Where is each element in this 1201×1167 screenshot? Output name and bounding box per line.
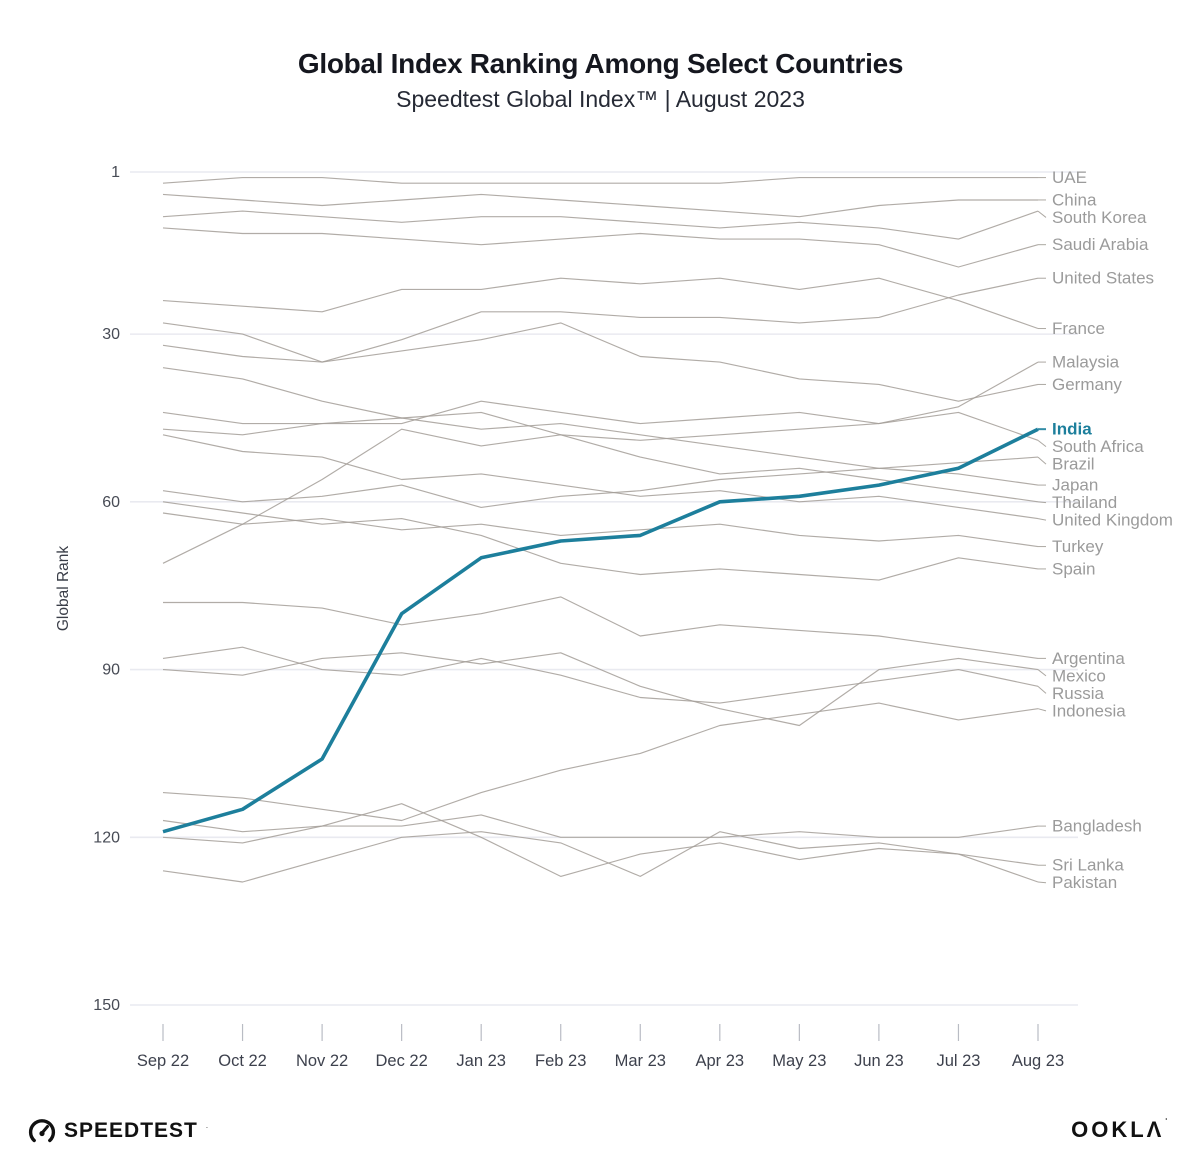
x-tick-label-0: Sep 22: [137, 1052, 189, 1070]
series-line-sri-lanka: [162, 803, 1039, 877]
label-leader-indonesia: [1037, 708, 1047, 712]
series-label-indonesia: Indonesia: [1052, 701, 1126, 720]
label-leader-pakistan: [1037, 881, 1047, 884]
ookla-tick-mark: ˈ: [1164, 1117, 1171, 1129]
y-tick-label-150: 150: [93, 997, 120, 1014]
x-tick-label-5: Feb 23: [535, 1052, 586, 1070]
x-tick-label-9: Jun 23: [854, 1052, 904, 1070]
label-leader-south-korea: [1037, 210, 1047, 218]
series-line-china: [162, 193, 1038, 218]
series-label-bangladesh: Bangladesh: [1052, 817, 1142, 836]
x-tick-label-8: May 23: [772, 1052, 826, 1070]
series-label-uae: UAE: [1052, 168, 1087, 187]
x-tick-label-4: Jan 23: [456, 1052, 506, 1070]
series-label-pakistan: Pakistan: [1052, 873, 1117, 892]
x-tick-label-10: Jul 23: [936, 1052, 980, 1070]
series-line-malaysia: [162, 361, 1039, 425]
label-leader-mexico: [1037, 669, 1047, 677]
series-label-south-africa: South Africa: [1052, 437, 1144, 456]
label-leader-thailand: [1037, 501, 1047, 504]
label-leader-brazil: [1037, 456, 1047, 465]
series-label-malaysia: Malaysia: [1052, 353, 1120, 372]
speedtest-tm-mark: ˙: [205, 1126, 209, 1136]
series-label-south-korea: South Korea: [1052, 208, 1147, 227]
series-line-france: [162, 277, 1039, 330]
series-line-india: [162, 427, 1039, 834]
series-label-japan: Japan: [1052, 476, 1098, 495]
series-line-mexico: [162, 652, 1039, 727]
x-tick-label-11: Aug 23: [1012, 1052, 1064, 1070]
series-line-saudi-arabia: [162, 227, 1039, 268]
series-line-argentina: [163, 596, 1039, 659]
series-line-bangladesh: [162, 814, 1039, 844]
x-tick-label-2: Nov 22: [296, 1052, 348, 1070]
series-label-france: France: [1052, 319, 1105, 338]
series-label-russia: Russia: [1052, 684, 1105, 703]
series-label-united-kingdom: United Kingdom: [1052, 511, 1173, 530]
series-line-japan: [162, 417, 1039, 486]
series-line-south-korea: [162, 210, 1039, 240]
label-leader-united-kingdom: [1037, 518, 1047, 521]
label-leader-south-africa: [1037, 439, 1047, 448]
x-tick-label-3: Dec 22: [375, 1052, 427, 1070]
series-label-united-states: United States: [1052, 269, 1154, 288]
series-line-spain: [162, 501, 1039, 581]
y-tick-label-1: 1: [111, 164, 120, 181]
series-line-brazil: [162, 456, 1039, 508]
series-label-china: China: [1052, 190, 1097, 209]
series-line-united-kingdom: [162, 434, 1039, 520]
series-line-turkey: [162, 512, 1039, 548]
series-line-indonesia: [162, 702, 1039, 822]
series-label-germany: Germany: [1052, 375, 1122, 394]
series-label-mexico: Mexico: [1052, 666, 1106, 685]
chart-header: Global Index Ranking Among Select Countr…: [0, 48, 1201, 113]
x-tick-label-7: Apr 23: [696, 1052, 745, 1070]
label-leader-russia: [1037, 685, 1047, 694]
series-line-thailand: [162, 367, 1039, 503]
series-line-pakistan: [162, 831, 1039, 883]
ookla-logo: OOKLΛˈ: [1071, 1117, 1171, 1143]
page-subtitle: Speedtest Global Index™ | August 2023: [396, 86, 805, 112]
speedtest-gauge-icon: [28, 1119, 56, 1143]
series-label-spain: Spain: [1052, 559, 1095, 578]
footer: SPEEDTEST ˙ OOKLΛˈ: [0, 1097, 1201, 1167]
series-line-united-states: [162, 277, 1039, 363]
page-title: Global Index Ranking Among Select Countr…: [297, 48, 904, 79]
ookla-wordmark: OOKLΛ: [1071, 1117, 1165, 1142]
series-line-germany: [162, 322, 1039, 402]
speedtest-logo: SPEEDTEST ˙: [28, 1117, 209, 1145]
series-line-uae: [162, 177, 1038, 184]
series-line-russia: [162, 646, 1039, 704]
y-tick-label-120: 120: [93, 829, 120, 846]
x-tick-label-6: Mar 23: [615, 1052, 666, 1070]
series-label-sri-lanka: Sri Lanka: [1052, 856, 1124, 875]
speedtest-wordmark: SPEEDTEST: [64, 1119, 198, 1142]
y-tick-label-60: 60: [102, 494, 120, 511]
series-label-thailand: Thailand: [1052, 493, 1117, 512]
series-line-south-africa: [162, 411, 1039, 564]
series-label-saudi-arabia: Saudi Arabia: [1052, 235, 1149, 254]
x-tick-label-1: Oct 22: [218, 1052, 267, 1070]
series-label-argentina: Argentina: [1052, 649, 1125, 668]
y-axis-title: Global Rank: [55, 546, 72, 632]
series-label-brazil: Brazil: [1052, 455, 1095, 474]
y-tick-label-90: 90: [102, 662, 120, 679]
y-tick-label-30: 30: [102, 326, 120, 343]
series-label-turkey: Turkey: [1052, 537, 1104, 556]
series-label-india: India: [1052, 420, 1092, 439]
